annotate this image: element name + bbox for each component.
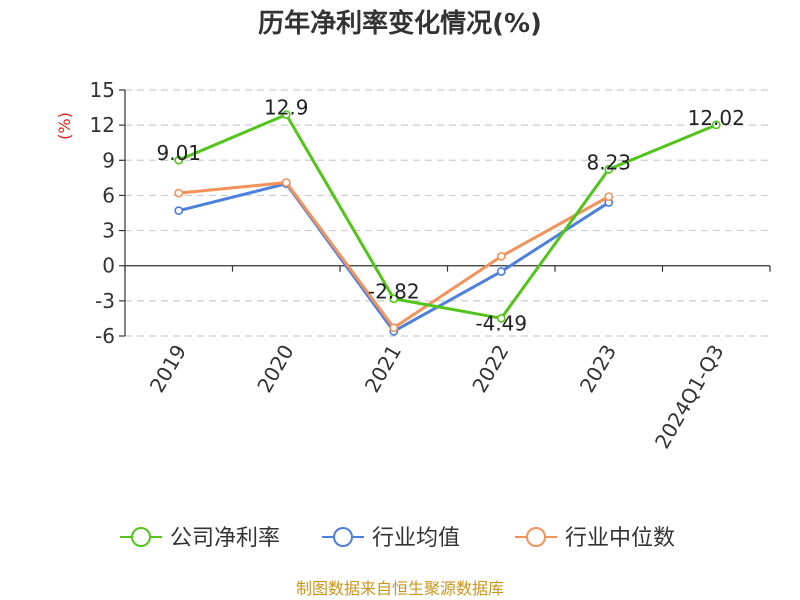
y-tick-label: 15 — [90, 78, 115, 102]
data-label: -4.49 — [475, 311, 527, 335]
data-point — [389, 294, 399, 304]
data-point — [281, 178, 291, 187]
x-tick-label: 2023 — [575, 341, 621, 397]
data-point — [496, 267, 506, 276]
x-tick-label: 2024Q1-Q3 — [650, 341, 729, 453]
y-tick-label: -3 — [95, 289, 115, 313]
y-axis-unit-label: (%) — [55, 112, 74, 140]
data-label: 12.9 — [264, 96, 309, 120]
legend-marker — [131, 527, 151, 547]
data-point — [389, 323, 399, 333]
data-point — [496, 313, 506, 323]
data-point — [496, 251, 506, 261]
x-tick-label: 2022 — [467, 341, 513, 397]
y-tick-label: 0 — [102, 254, 115, 278]
series-line — [178, 113, 717, 320]
y-tick-label: 12 — [90, 113, 115, 137]
legend-marker — [333, 527, 353, 547]
data-point — [711, 120, 721, 130]
legend-label: 行业均值 — [372, 526, 460, 551]
data-label: 9.01 — [156, 141, 201, 165]
y-tick-label: 3 — [102, 219, 115, 243]
axes: -6 -3 0 3 6 9 12 15 2019 2020 2021 2022 2023 2024Q1-Q… — [90, 78, 771, 453]
legend-label: 公司净利率 — [170, 526, 280, 551]
data-label: -2.82 — [368, 280, 420, 304]
y-tick-label: 6 — [102, 183, 115, 207]
legend-label: 行业中位数 — [565, 526, 675, 551]
series-line — [178, 181, 610, 330]
source-note: 制图数据来自恒生聚源数据库 — [296, 579, 504, 598]
legend-marker — [526, 527, 546, 547]
series-group — [174, 110, 721, 336]
data-point — [174, 188, 184, 198]
x-tick-label: 2019 — [145, 341, 191, 397]
x-tick-label: 2020 — [252, 341, 298, 397]
data-point — [281, 110, 291, 119]
data-point — [174, 206, 184, 216]
data-labels: 9.01 12.9 -2.82 -4.49 8.23 12.02 — [156, 96, 744, 336]
grid-lines — [125, 89, 770, 337]
x-tick-label: 2021 — [360, 341, 406, 397]
data-point — [604, 192, 614, 201]
data-label: 12.02 — [688, 106, 745, 130]
data-label: 8.23 — [586, 150, 631, 174]
y-tick-label: -6 — [95, 324, 115, 348]
y-tick-label: 9 — [102, 148, 115, 172]
data-point — [174, 155, 184, 165]
legend: 公司净利率 行业均值 行业中位数 — [120, 526, 675, 551]
chart-title: 历年净利率变化情况(%) — [258, 8, 542, 39]
data-point — [604, 164, 614, 174]
